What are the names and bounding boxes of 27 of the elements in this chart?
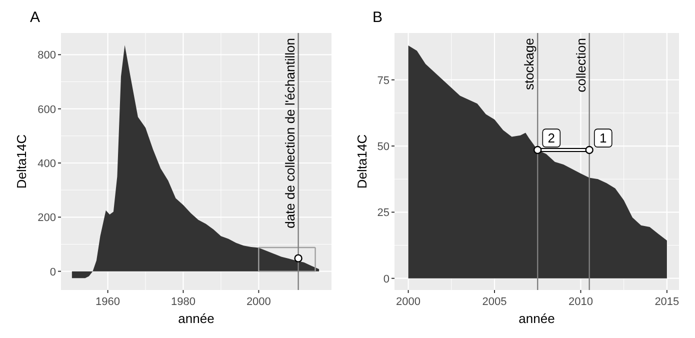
- y-axis-title: Delta14C: [14, 134, 29, 189]
- chart-title: A: [30, 9, 40, 26]
- y-tick-label: 200: [38, 212, 56, 224]
- x-tick-label: 2015: [654, 296, 680, 308]
- x-axis-title: année: [518, 311, 555, 326]
- x-tick-label: 1980: [170, 296, 196, 308]
- x-tick-label: 1960: [96, 296, 120, 308]
- ref-line-label: collection: [573, 38, 588, 92]
- ref-line-label: date de collection de l'échantillon: [282, 38, 298, 228]
- annotation: 2: [548, 130, 556, 146]
- ref-line-label: stockage: [522, 38, 537, 90]
- y-tick-label: 0: [383, 273, 390, 286]
- y-tick-label: 50: [377, 141, 390, 154]
- chart-title: B: [372, 9, 383, 26]
- y-tick-label: 75: [377, 74, 390, 87]
- x-axis-title: année: [178, 311, 214, 326]
- y-tick-label: 400: [38, 158, 56, 170]
- x-tick-label: 2000: [396, 296, 421, 308]
- x-tick-label: 2010: [568, 296, 593, 308]
- x-tick-label: 2000: [246, 296, 271, 308]
- y-tick-label: 0: [50, 266, 56, 278]
- y-tick-label: 25: [377, 207, 390, 220]
- annotation: 1: [600, 130, 607, 146]
- y-tick-label: 800: [38, 50, 56, 62]
- y-axis-title: Delta14C: [354, 134, 370, 189]
- x-tick-label: 2005: [482, 296, 507, 308]
- y-tick-label: 600: [38, 104, 56, 116]
